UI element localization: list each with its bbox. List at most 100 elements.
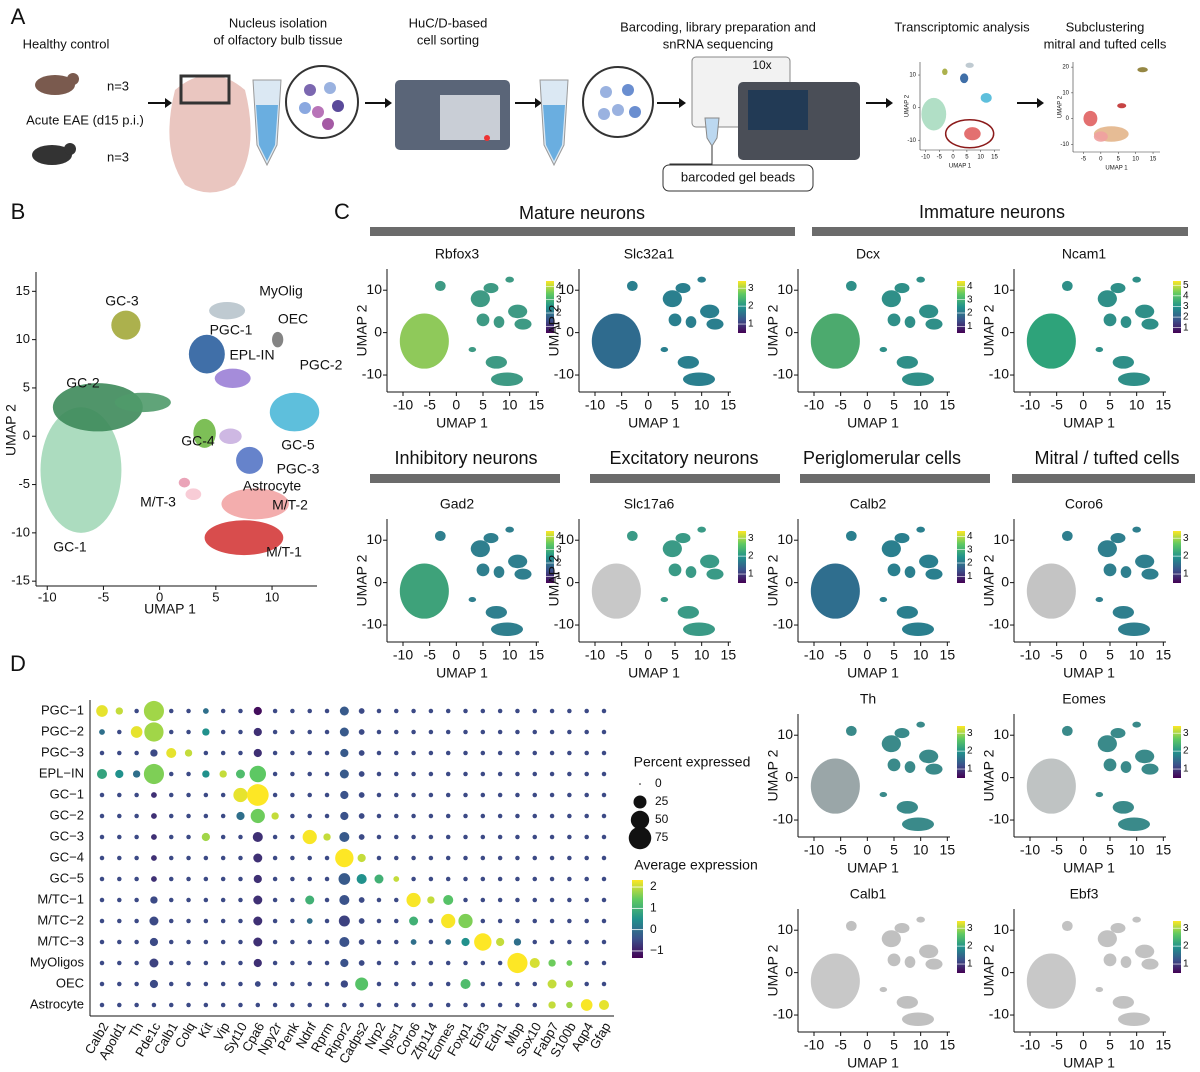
tick-label: 10 — [366, 281, 382, 297]
dot — [186, 708, 191, 714]
dot — [99, 813, 105, 819]
dot — [290, 1002, 295, 1008]
dot — [532, 792, 538, 798]
dot — [186, 792, 191, 798]
group-title: Excitatory neurons — [609, 448, 758, 468]
dot — [515, 771, 520, 777]
cluster-label: PGC-3 — [277, 461, 320, 477]
dot — [532, 813, 538, 819]
dot — [168, 960, 174, 966]
dot — [220, 981, 226, 987]
dot — [143, 700, 165, 722]
dot — [117, 834, 122, 840]
tick-label: 5 — [479, 397, 487, 413]
dot — [547, 979, 557, 989]
tick-label: 2 — [748, 551, 754, 562]
dot — [567, 897, 572, 903]
tick-label: -10 — [989, 616, 1009, 632]
dot — [480, 960, 486, 966]
tick-label: -10 — [804, 842, 824, 858]
tick-label: 0 — [913, 105, 917, 111]
umap-cluster — [846, 530, 857, 542]
tick-label: 1 — [967, 571, 973, 582]
tick-label: 2 — [1183, 941, 1189, 952]
umap-cluster — [1141, 568, 1159, 580]
dot — [532, 729, 538, 735]
tick-label: 0 — [452, 397, 460, 413]
group-bar — [812, 227, 1188, 236]
dot — [463, 708, 468, 714]
tick-label: -5 — [834, 842, 847, 858]
dot — [220, 813, 226, 819]
dot — [220, 729, 226, 735]
dot — [601, 813, 607, 819]
umap-cluster — [904, 566, 916, 578]
dot — [515, 729, 520, 735]
dot — [584, 918, 589, 924]
umap-cluster — [683, 372, 715, 387]
dot — [290, 939, 295, 945]
dot — [428, 834, 434, 840]
dot — [203, 876, 209, 882]
dot — [549, 771, 555, 777]
dot — [584, 729, 589, 735]
group-bar — [370, 227, 795, 236]
dot — [532, 918, 538, 924]
dot — [253, 937, 263, 947]
colorbar — [957, 921, 965, 973]
legend-dot — [628, 826, 652, 850]
dot — [186, 918, 191, 924]
tick-label: 3 — [1183, 533, 1189, 544]
dot — [515, 855, 520, 861]
dot — [601, 918, 607, 924]
umap-cluster — [879, 987, 888, 993]
dot — [302, 829, 317, 845]
tick-label: 15 — [1156, 647, 1172, 663]
dot — [253, 874, 262, 884]
dot — [601, 876, 607, 882]
tick-label: -10 — [1020, 1037, 1040, 1053]
axis-label: UMAP 1 — [847, 1055, 899, 1071]
dot — [445, 834, 451, 840]
dot — [220, 1002, 226, 1008]
dot — [549, 918, 555, 924]
dot — [290, 750, 295, 756]
dot — [338, 915, 350, 927]
dot — [290, 729, 295, 735]
dot — [497, 981, 503, 987]
dot — [168, 1002, 174, 1008]
umap-cluster — [700, 304, 720, 319]
tick-label: 4 — [967, 281, 973, 292]
dot — [515, 918, 520, 924]
tick-label: 10 — [1129, 1037, 1145, 1053]
dot — [220, 792, 226, 798]
axis-label: UMAP 2 — [981, 944, 997, 996]
dot — [307, 792, 312, 798]
tick-label: 2 — [967, 941, 973, 952]
dot — [99, 897, 105, 903]
tick-label: 5 — [965, 155, 969, 161]
dot — [445, 708, 451, 714]
umap-cluster — [894, 282, 910, 294]
dot — [134, 981, 139, 987]
tick-label: 10 — [913, 397, 929, 413]
dot — [134, 750, 139, 756]
axis-label: UMAP 2 — [3, 404, 19, 456]
dot — [238, 708, 243, 714]
tick-label: 0 — [374, 573, 382, 589]
dot — [376, 897, 382, 903]
axis-label: UMAP 1 — [1063, 665, 1115, 681]
tick-label: 4 — [556, 281, 562, 292]
dot — [497, 960, 503, 966]
umap-cluster — [188, 334, 225, 374]
cluster-label: OEC — [278, 311, 308, 327]
umap-cluster — [902, 817, 934, 832]
axis-label: UMAP 1 — [847, 665, 899, 681]
legend-label: 1 — [650, 901, 657, 915]
umap-cluster — [209, 301, 246, 320]
tick-label: -10 — [1020, 397, 1040, 413]
dot — [134, 918, 139, 924]
tick-label: 10 — [16, 331, 30, 346]
dot — [463, 834, 468, 840]
